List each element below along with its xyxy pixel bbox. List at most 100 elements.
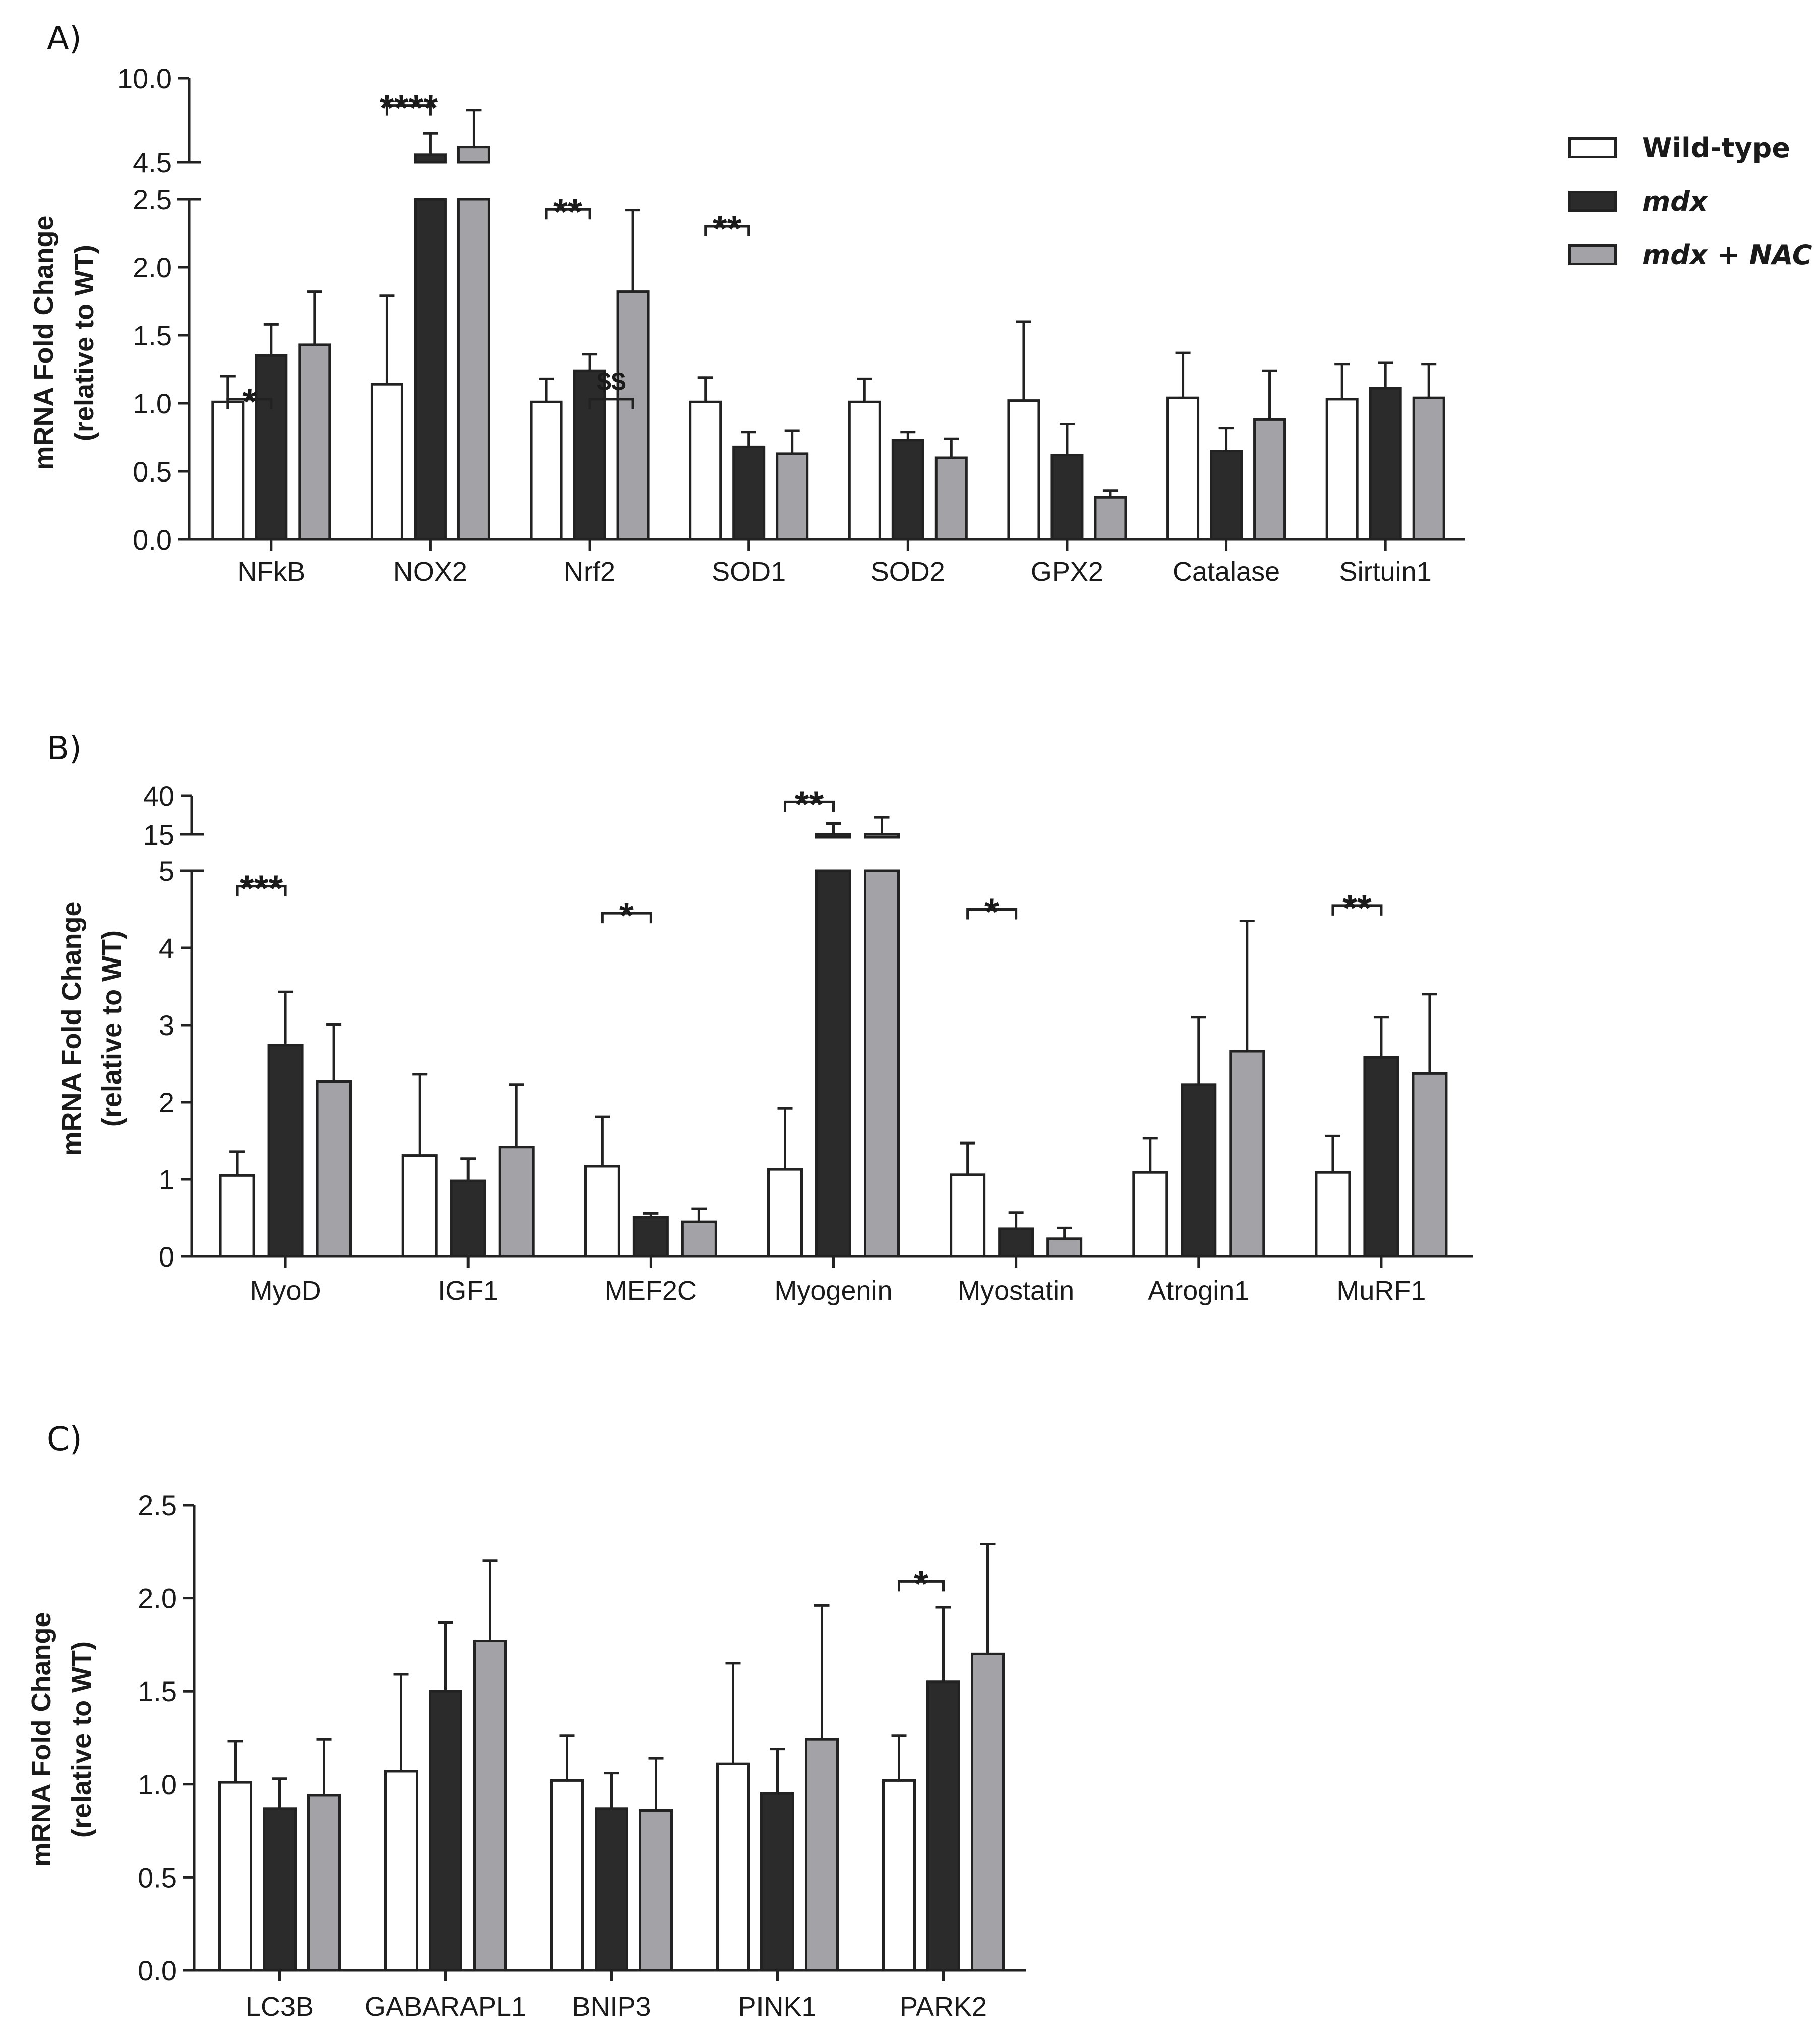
panel-c-category-label-pink1: PINK1 (738, 1992, 816, 2022)
panel-a-category-label-gpx2: GPX2 (1031, 557, 1103, 587)
panel-a-bar-wild-type (211, 400, 245, 541)
panel-b-bar-wild-type (950, 1173, 986, 1258)
panel-c-bar-mdx (926, 1680, 960, 1972)
panel-a-significance-bracket (704, 225, 750, 236)
panel-a-bar-mdx-nac (1094, 496, 1127, 541)
panel-b-bar-wild-type (401, 1154, 438, 1258)
panel-b-category-label-myod: MyoD (250, 1276, 321, 1306)
panel-a-bar-wild-type (1325, 398, 1359, 541)
panel-b-bar-mdx (998, 1227, 1034, 1258)
panel-a-significance-label: ** (713, 208, 742, 250)
legend-swatch-mdx-nac (1568, 244, 1617, 265)
panel-a-y-tick-label: 0.0 (133, 524, 172, 556)
panel-a-y-tick-label: 1.0 (133, 388, 172, 419)
panel-b-significance-label: * (619, 894, 634, 936)
panel-a-significance-label: $$ (597, 367, 626, 396)
panel-b-y-tick-label: 3 (159, 1009, 174, 1041)
panel-b-bar-mdx-nac (1229, 1050, 1265, 1258)
panel-b-significance-label: ** (795, 783, 824, 825)
panel-c-y-tick-label: 2.5 (138, 1489, 177, 1521)
panel-a-bar-wild-type (689, 400, 722, 541)
panel-b-significance-label: ** (1342, 887, 1372, 929)
panel-c-bar-mdx (760, 1792, 794, 1972)
panel-c-y-axis-title: mRNA Fold Change (26, 1612, 56, 1867)
panel-c-bar-wild-type (550, 1779, 584, 1972)
panel-b-bar-mdx (1181, 1083, 1217, 1258)
panel-a-bar-mdx-nac (1253, 418, 1286, 541)
panel-b-y-tick-label: 5 (159, 855, 174, 887)
panel-c-significance-bracket (898, 1580, 945, 1592)
panel-b-y-tick-label-upper: 15 (143, 819, 174, 851)
panel-b-bar-mdx-nac (1412, 1072, 1448, 1258)
panel-c-category-label-lc3b: LC3B (246, 1992, 314, 2022)
panel-c-significance-label: * (914, 1562, 928, 1604)
panel-b-category-label-murf1: MuRF1 (1336, 1276, 1426, 1306)
panel-b-y-axis-subtitle: (relative to WT) (97, 930, 127, 1127)
legend-swatch-mdx (1568, 191, 1617, 212)
panel-a-significance-bracket (588, 398, 634, 409)
panel-c-y-tick-label: 2.0 (138, 1583, 177, 1614)
panel-c-bar-mdx-nac (805, 1738, 839, 1972)
panel-a-bar-mdx (414, 198, 447, 541)
panel-c-label: C) (47, 1421, 82, 1458)
panel-b-bar-mdx-nac (681, 1220, 717, 1258)
panel-b-category-label-mef2c: MEF2C (605, 1276, 697, 1306)
panel-a-bar-wild-type (1166, 396, 1200, 541)
panel-c-bar-mdx-nac (639, 1809, 673, 1972)
panel-b-category-label-igf1: IGF1 (438, 1276, 498, 1306)
panel-b-bar-wild-type (1315, 1171, 1351, 1258)
panel-b-significance-label: * (984, 891, 999, 933)
panel-b-bar-wild-type (1132, 1171, 1168, 1258)
legend-label-wild-type: Wild-type (1642, 132, 1790, 164)
panel-b-bar-mdx-nac (498, 1146, 535, 1258)
panel-b-bar-mdx (815, 869, 851, 1258)
panel-b-bar-mdx (450, 1179, 486, 1258)
legend: Wild-type mdx mdx + NAC (1568, 121, 1812, 281)
panel-b-bar-mdx (267, 1044, 304, 1258)
panel-b-label: B) (47, 730, 82, 767)
panel-a-category-label-sod1: SOD1 (712, 557, 786, 587)
panel-a-bar-mdx (255, 354, 288, 541)
panel-b-bar-mdx-nac (864, 869, 900, 1258)
panel-a-category-label-sod2: SOD2 (871, 557, 945, 587)
panel-b-significance-bracket (236, 885, 287, 896)
panel-a-significance-bracket (385, 104, 432, 116)
panel-c-y-tick-label: 1.5 (138, 1675, 177, 1707)
legend-label-mdx: mdx (1642, 185, 1708, 217)
panel-b-bar-mdx-nac (316, 1080, 352, 1258)
panel-a-significance-label: ** (553, 191, 582, 232)
panel-a-category-label-nrf2: Nrf2 (564, 557, 615, 587)
panel-b-bar-upper-mdx (815, 833, 851, 839)
panel-b-bar-mdx (632, 1216, 669, 1258)
panel-a-bar-mdx (1369, 387, 1402, 541)
panel-b-bar-wild-type (219, 1174, 255, 1258)
panel-a-bar-wild-type (370, 383, 403, 541)
legend-item-mdx: mdx (1568, 174, 1812, 228)
panel-b-significance-bracket (1331, 904, 1383, 916)
panel-a-y-tick-label-upper: 4.5 (133, 147, 172, 178)
panel-b-significance-bracket (784, 800, 835, 812)
panel-b-y-tick-label: 2 (159, 1087, 174, 1118)
panel-b-significance-label: *** (240, 868, 283, 910)
panel-a-significance-label: * (242, 381, 257, 423)
panel-a-category-label-nfkb: NFkB (237, 557, 305, 587)
panel-a-significance-bracket (226, 398, 273, 409)
panel-a-bar-mdx (1210, 450, 1243, 541)
panel-c-bar-wild-type (218, 1781, 252, 1972)
panel-a-label: A) (47, 20, 82, 57)
panel-c-y-axis-subtitle: (relative to WT) (67, 1641, 97, 1838)
panel-a-significance-bracket (545, 208, 591, 220)
panel-a-bar-mdx-nac (457, 198, 490, 541)
panel-b-bar-upper-mdx-nac (864, 833, 900, 839)
panel-b-bar-mdx (1363, 1056, 1399, 1258)
panel-a-y-tick-label-upper: 10.0 (117, 63, 172, 94)
panel-a-bar-mdx-nac (1412, 396, 1445, 541)
panel-b-category-label-myostatin: Myostatin (958, 1276, 1074, 1306)
panel-a-bar-wild-type (848, 400, 881, 541)
panel-a-bar-mdx-nac (776, 452, 809, 541)
panel-a-bar-mdx (732, 445, 766, 541)
panel-a-y-tick-label: 1.5 (133, 320, 172, 351)
panel-b-y-tick-label: 0 (159, 1241, 174, 1273)
panel-b-bar-wild-type (584, 1165, 620, 1258)
